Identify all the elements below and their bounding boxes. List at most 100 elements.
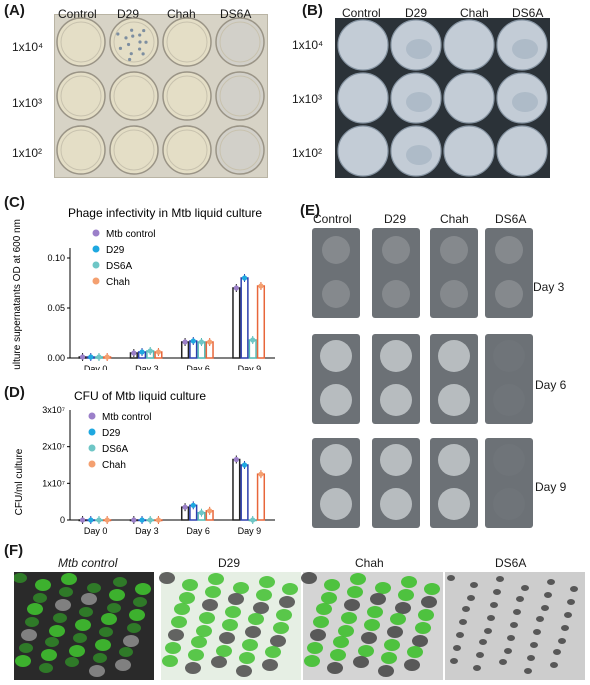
data-point bbox=[96, 517, 102, 523]
plate-well-rim bbox=[219, 75, 261, 117]
panel-e-col-control: Control bbox=[313, 212, 352, 226]
cell-cluster bbox=[185, 662, 201, 674]
legend-label: D29 bbox=[106, 245, 125, 256]
data-point bbox=[198, 339, 205, 345]
phage-spot bbox=[382, 236, 410, 264]
y-tick-label: 0.05 bbox=[47, 303, 65, 313]
cell-cluster bbox=[211, 656, 227, 668]
bar bbox=[240, 277, 249, 359]
cell-cluster bbox=[199, 612, 215, 624]
cell-cluster bbox=[404, 659, 420, 671]
cell-cluster bbox=[165, 642, 181, 654]
phage-spot bbox=[382, 280, 410, 308]
plate-well-rim bbox=[60, 21, 102, 63]
panel-e-col-chah: Chah bbox=[440, 212, 469, 226]
panel-label-a: (A) bbox=[4, 2, 25, 19]
cell-cluster bbox=[242, 639, 258, 651]
cell-cluster bbox=[450, 658, 458, 664]
cell-cluster bbox=[93, 653, 107, 663]
data-point bbox=[96, 354, 102, 360]
panel-f-label-d29: D29 bbox=[218, 556, 241, 570]
cell-cluster bbox=[55, 599, 71, 611]
panel-b-row-1e4: 1x10⁴ bbox=[292, 38, 324, 52]
cell-cluster bbox=[378, 665, 394, 677]
cell-cluster bbox=[398, 589, 414, 601]
phage-spot bbox=[493, 444, 525, 476]
plate-well bbox=[215, 71, 265, 121]
panel-f-images bbox=[14, 572, 585, 680]
plaque bbox=[116, 32, 120, 36]
cell-cluster bbox=[490, 602, 498, 608]
bar bbox=[256, 473, 266, 521]
phage-spot bbox=[493, 340, 525, 372]
panel-a-row-1e3: 1x10³ bbox=[12, 96, 43, 110]
cell-cluster bbox=[15, 655, 31, 667]
cell-cluster bbox=[459, 619, 467, 625]
cell-cluster bbox=[135, 583, 151, 595]
panel-b-col-d29: D29 bbox=[405, 6, 428, 20]
cell-cluster bbox=[35, 579, 51, 591]
x-tick-label: Day 9 bbox=[238, 526, 262, 536]
data-point bbox=[233, 285, 239, 291]
cell-cluster bbox=[265, 646, 281, 658]
panel-b-wells bbox=[337, 19, 548, 177]
plaque-zone bbox=[512, 92, 538, 112]
phage-spot bbox=[493, 384, 525, 416]
cell-cluster bbox=[476, 652, 484, 658]
cell-cluster bbox=[421, 596, 437, 608]
legend-marker bbox=[88, 412, 96, 420]
legend-label: Mtb control bbox=[106, 229, 155, 240]
cell-cluster bbox=[456, 632, 464, 638]
x-tick-label: Day 0 bbox=[84, 364, 108, 370]
cell-cluster bbox=[473, 665, 481, 671]
cell-cluster bbox=[381, 652, 397, 664]
plaque bbox=[124, 36, 128, 40]
plate-well bbox=[337, 125, 389, 177]
cell-cluster bbox=[25, 617, 39, 627]
plate-well bbox=[337, 19, 389, 71]
cell-cluster bbox=[119, 647, 133, 657]
cell-cluster bbox=[570, 586, 578, 592]
cell-cluster bbox=[49, 625, 65, 637]
cell-cluster bbox=[41, 649, 57, 661]
cell-cluster bbox=[507, 635, 515, 641]
legend-label: Mtb control bbox=[102, 412, 151, 423]
x-tick-label: Day 0 bbox=[84, 526, 108, 536]
y-tick-label: 0.00 bbox=[47, 353, 65, 363]
data-point bbox=[207, 508, 213, 514]
cell-cluster bbox=[171, 616, 187, 628]
cell-cluster bbox=[179, 592, 195, 604]
panel-b-row-1e3: 1x10³ bbox=[292, 92, 323, 106]
phage-spot bbox=[380, 340, 412, 372]
panel-a-col-ds6a: DS6A bbox=[220, 7, 252, 21]
cell-cluster bbox=[53, 613, 67, 623]
data-point bbox=[198, 510, 205, 516]
cell-cluster bbox=[233, 582, 249, 594]
plate-well bbox=[56, 125, 106, 175]
cell-cluster bbox=[188, 649, 204, 661]
data-point bbox=[88, 354, 94, 360]
cell-cluster bbox=[59, 587, 73, 597]
panel-f-label-ds6a: DS6A bbox=[495, 556, 527, 570]
plate-well bbox=[109, 71, 159, 121]
cell-cluster bbox=[310, 629, 326, 641]
data-point bbox=[131, 517, 137, 523]
plate-well-rim bbox=[166, 75, 208, 117]
phage-spot bbox=[438, 488, 470, 520]
panel-a-wells bbox=[56, 17, 265, 175]
cell-cluster bbox=[33, 593, 47, 603]
legend-marker bbox=[92, 229, 100, 237]
legend-marker bbox=[92, 261, 100, 269]
phage-spot bbox=[438, 384, 470, 416]
cell-cluster bbox=[101, 613, 117, 625]
phage-spot bbox=[495, 280, 523, 308]
phage-spot bbox=[320, 488, 352, 520]
cell-cluster bbox=[353, 656, 369, 668]
cell-cluster bbox=[279, 596, 295, 608]
cell-cluster bbox=[79, 607, 93, 617]
plaque bbox=[142, 28, 146, 33]
cell-cluster bbox=[99, 627, 113, 637]
cell-cluster bbox=[304, 655, 320, 667]
cell-cluster bbox=[415, 622, 431, 634]
cell-cluster bbox=[350, 573, 366, 585]
